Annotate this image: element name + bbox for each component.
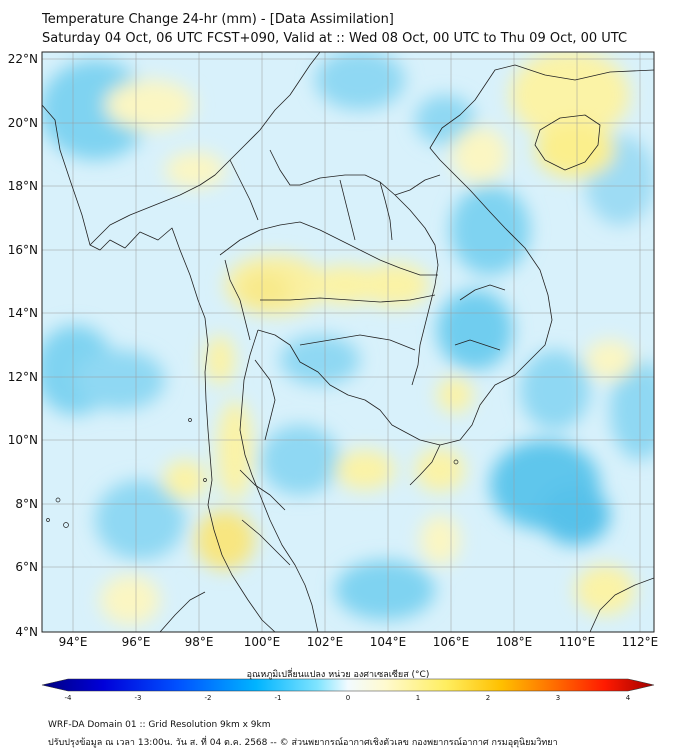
lat-label: 22°N bbox=[8, 52, 38, 66]
chart-subtitle: Saturday 04 Oct, 06 UTC FCST+090, Valid … bbox=[42, 31, 628, 46]
lon-label: 94°E bbox=[59, 635, 88, 649]
colorbar-tick: -3 bbox=[135, 694, 142, 700]
colorbar-tick: -1 bbox=[275, 694, 282, 700]
lon-label: 104°E bbox=[370, 635, 407, 649]
coastlines-and-borders bbox=[42, 52, 654, 632]
colorbar-title: อุณหภูมิเปลี่ยนแปลง หน่วย องศาเซลเซียส (… bbox=[246, 670, 430, 680]
colorbar-tick: 2 bbox=[486, 694, 490, 700]
lat-label: 10°N bbox=[8, 433, 38, 447]
lat-label: 18°N bbox=[8, 179, 38, 193]
latitude-labels: 22°N 20°N 18°N 16°N 14°N 12°N 10°N 8°N 6… bbox=[8, 52, 38, 639]
lon-label: 112°E bbox=[622, 635, 659, 649]
colorbar-tick: 0 bbox=[346, 694, 350, 700]
colorbar: -4 -3 -2 -1 0 1 2 3 4 bbox=[41, 678, 655, 700]
map-border bbox=[41, 51, 655, 633]
colorbar-ticks: -4 -3 -2 -1 0 1 2 3 4 bbox=[65, 694, 631, 700]
lat-label: 6°N bbox=[15, 560, 38, 574]
longitude-labels: 94°E 96°E 98°E 100°E 102°E 104°E 106°E 1… bbox=[59, 635, 659, 649]
lat-label: 8°N bbox=[15, 497, 38, 511]
graticule bbox=[42, 52, 654, 632]
model-info: WRF-DA Domain 01 :: Grid Resolution 9km … bbox=[48, 720, 271, 730]
map-figure: 22°N 20°N 18°N 16°N 14°N 12°N 10°N 8°N 6… bbox=[8, 51, 659, 700]
lon-label: 102°E bbox=[307, 635, 344, 649]
colorbar-bar bbox=[41, 678, 655, 692]
lon-label: 96°E bbox=[122, 635, 151, 649]
chart-title: Temperature Change 24-hr (mm) - [Data As… bbox=[42, 12, 394, 27]
lon-label: 108°E bbox=[496, 635, 533, 649]
colorbar-tick: 4 bbox=[626, 694, 631, 700]
lon-label: 100°E bbox=[244, 635, 281, 649]
temperature-field bbox=[42, 52, 654, 632]
colorbar-tick: -2 bbox=[205, 694, 212, 700]
lat-label: 4°N bbox=[15, 625, 38, 639]
update-credit: ปรับปรุงข้อมูล ณ เวลา 13:00น. วัน ส. ที่… bbox=[48, 738, 558, 748]
lat-label: 14°N bbox=[8, 306, 38, 320]
colorbar-tick: -4 bbox=[65, 694, 73, 700]
lat-label: 16°N bbox=[8, 243, 38, 257]
lat-label: 20°N bbox=[8, 116, 38, 130]
colorbar-tick: 1 bbox=[416, 694, 420, 700]
lat-label: 12°N bbox=[8, 370, 38, 384]
lon-label: 106°E bbox=[433, 635, 470, 649]
lon-label: 110°E bbox=[559, 635, 596, 649]
colorbar-tick: 3 bbox=[556, 694, 560, 700]
lon-label: 98°E bbox=[185, 635, 214, 649]
